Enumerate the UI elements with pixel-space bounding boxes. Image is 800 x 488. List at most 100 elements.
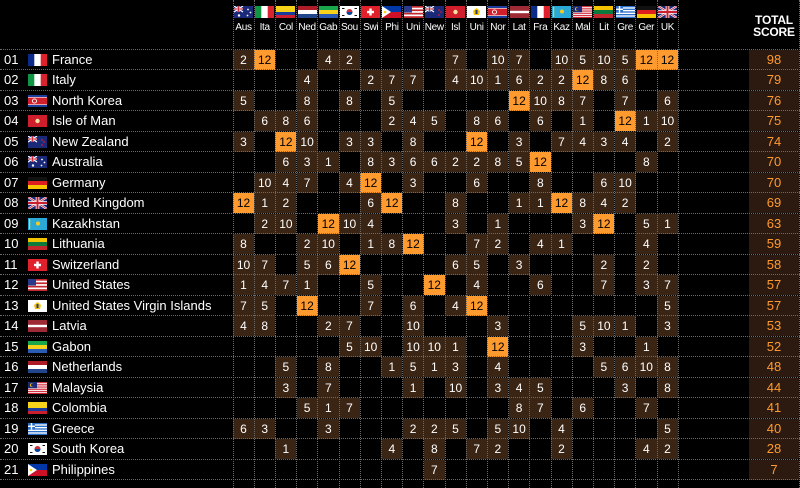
voter-flag: [594, 6, 614, 18]
score-cell: [233, 111, 254, 131]
score-cell: [445, 111, 466, 131]
score-cell: 12: [466, 295, 488, 316]
score-cell: [551, 275, 572, 295]
score-cell: [615, 275, 636, 295]
score-cell: 7: [529, 398, 551, 418]
score-cell: [487, 255, 508, 275]
score-cell: [593, 398, 614, 418]
total-score: 58: [749, 254, 799, 275]
score-cell: [572, 173, 593, 193]
score-cell: 10: [635, 357, 657, 377]
score-cell: [424, 91, 445, 111]
grid-hline: [0, 212, 800, 214]
score-cell: [233, 214, 254, 234]
grid-hline: [0, 397, 800, 398]
score-cell: 3: [593, 131, 615, 152]
voter-flag-icon: [234, 6, 253, 18]
score-cell: 12: [508, 90, 530, 111]
score-cell: 3: [381, 152, 403, 172]
row-rank: 10: [4, 236, 19, 251]
total-score: 63: [749, 213, 799, 234]
score-cell: [318, 460, 339, 480]
country-name: Malaysia: [52, 379, 104, 395]
score-cell: [636, 316, 657, 336]
score-cell: 8: [551, 90, 572, 111]
voter-column-header: Phi: [381, 3, 402, 43]
voter-flag-icon: [403, 6, 423, 18]
country-name: United Kingdom: [52, 195, 145, 210]
voter-column-header: Gre: [615, 3, 636, 43]
score-cell: 5: [423, 111, 445, 131]
score-cell: 3: [572, 336, 594, 357]
score-cell: 12: [635, 49, 657, 70]
score-cell: 1: [487, 70, 509, 90]
score-cell: 7: [339, 316, 360, 336]
score-cell: 8: [254, 316, 276, 336]
country-flag: [28, 74, 47, 86]
score-cell: [593, 91, 614, 111]
score-cell: [551, 398, 572, 418]
score-cell: 12: [296, 295, 318, 316]
voter-flag: [382, 6, 402, 18]
voter-flag: [297, 6, 317, 18]
country-name: Australia: [52, 154, 103, 169]
score-cell: [275, 460, 296, 480]
score-cell: [615, 152, 636, 172]
score-cell: 3: [445, 213, 466, 234]
score-cell: 1: [423, 357, 445, 377]
voter-column-header: Sou: [339, 3, 360, 43]
voter-column-header: Col: [275, 3, 296, 43]
score-cell: 10: [402, 316, 424, 336]
voter-flag-icon: [594, 6, 614, 18]
score-cell: [339, 419, 360, 439]
score-cell: [403, 275, 424, 295]
score-cell: 6: [445, 254, 466, 275]
total-score: 52: [749, 336, 799, 357]
voter-flag: [658, 6, 677, 18]
country-name: Colombia: [52, 400, 107, 415]
row-rank: 20: [4, 441, 19, 456]
score-cell: 1: [360, 234, 382, 254]
score-cell: 7: [254, 254, 276, 275]
grid-vline: [614, 0, 616, 488]
table-row: 16 Netherlands 5 8 1 5 1 3 4 5 6 10 8 48: [0, 357, 800, 377]
score-cell: 6: [529, 275, 551, 295]
score-cell: 1: [402, 377, 424, 398]
country-flag-icon: [28, 115, 47, 127]
score-cell: 12: [487, 336, 509, 357]
score-cell: 5: [445, 418, 466, 439]
score-cell: [615, 419, 636, 439]
voter-flag-icon: [658, 6, 677, 18]
score-cell: 2: [445, 152, 466, 172]
voter-column-header: Isl: [445, 3, 466, 43]
score-cell: 5: [466, 254, 488, 275]
score-cell: [509, 111, 530, 131]
score-cell: 6: [296, 111, 318, 131]
score-cell: [615, 439, 636, 459]
grid-vline: [486, 0, 488, 488]
score-cell: [318, 439, 339, 459]
score-cell: [381, 275, 402, 295]
score-cell: 12: [317, 213, 339, 234]
score-cell: [593, 460, 614, 480]
voter-column-header: Lit: [593, 3, 614, 43]
country-name: North Korea: [52, 92, 123, 108]
country-flag-icon: [28, 279, 47, 291]
score-cell: [297, 439, 318, 459]
voter-flag-icon: [552, 6, 571, 18]
score-cell: 1: [487, 213, 509, 234]
score-cell: [381, 460, 402, 480]
score-cell: 4: [635, 234, 657, 254]
total-score: 98: [749, 49, 799, 70]
total-score-header: TOTAL SCORE: [753, 13, 795, 39]
score-cell: [360, 357, 381, 377]
score-cell: [551, 152, 572, 172]
voter-code: Gab: [319, 22, 338, 33]
voter-column-header: Aus: [233, 3, 254, 43]
score-cell: [445, 398, 466, 418]
score-cell: 10: [254, 172, 276, 193]
score-cell: 5: [487, 418, 509, 439]
score-cell: 7: [445, 49, 466, 70]
score-cell: [254, 91, 275, 111]
score-cell: 7: [593, 275, 615, 295]
